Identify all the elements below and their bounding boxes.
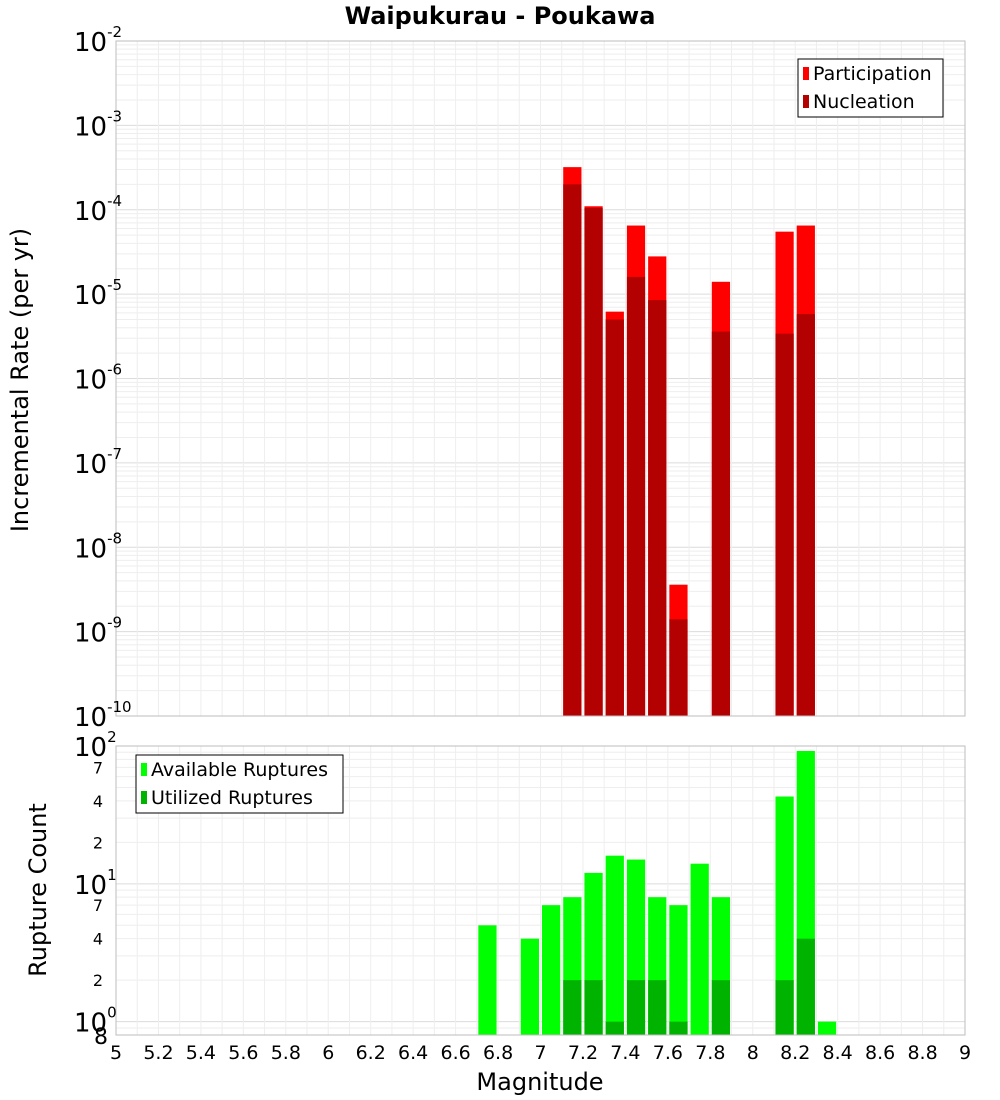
nucleation-bar (563, 184, 582, 717)
bottom-y-axis-label: Rupture Count (24, 803, 52, 977)
y-tick-label: 4 (93, 930, 103, 949)
y-tick-label: 2 (93, 971, 103, 990)
top-grid (115, 41, 966, 717)
available-ruptures-bar (520, 938, 539, 1035)
x-tick-label: 8 (747, 1042, 759, 1064)
legend-swatch-available (141, 763, 147, 776)
nucleation-bar (796, 314, 815, 716)
available-ruptures-bar (605, 855, 624, 1035)
nucleation-bar (775, 333, 794, 716)
utilized-ruptures-bar (796, 938, 815, 1035)
x-tick-labels: 5 5.2 5.4 5.6 5.8 6 6.2 6.4 6.6 6.8 7 7.2 7.4 7.6 7.8 8… (110, 1042, 971, 1064)
y-tick-label: 7 (93, 896, 103, 915)
utilized-ruptures-bar (605, 1021, 624, 1035)
chart-title: Waipukurau - Poukawa (345, 2, 656, 30)
y-tick-label: 10-4 (74, 192, 122, 227)
x-tick-label: 7 (534, 1042, 546, 1064)
x-tick-label: 9 (959, 1042, 971, 1064)
top-panel: 10-10 10-9 10-8 10-7 10-6 10-5 10-4 10-3 10-2 In… (6, 23, 966, 733)
x-tick-label: 5.4 (186, 1042, 216, 1064)
available-ruptures-bar (775, 796, 794, 1035)
x-tick-label: 8.6 (865, 1042, 895, 1064)
x-tick-label: 5 (110, 1042, 122, 1064)
legend-label-participation: Participation (813, 63, 932, 85)
x-tick-label: 5.6 (228, 1042, 258, 1064)
legend-swatch-utilized (141, 791, 147, 804)
x-tick-label: 7.4 (610, 1042, 640, 1064)
utilized-ruptures-bar (563, 980, 582, 1035)
x-tick-label: 6.2 (356, 1042, 386, 1064)
top-legend-box (797, 58, 944, 118)
utilized-ruptures-bar (711, 980, 731, 1035)
y-tick-label: 8 (94, 1025, 108, 1050)
y-tick-label: 10-10 (74, 698, 132, 733)
y-tick-label: 10-3 (74, 107, 122, 142)
x-tick-label: 7.6 (653, 1042, 683, 1064)
y-tick-label: 7 (93, 758, 103, 777)
available-ruptures-bar (478, 925, 497, 1035)
nucleation-bar (626, 276, 646, 716)
y-tick-label: 10-7 (74, 445, 122, 480)
available-ruptures-bar (817, 1021, 837, 1035)
legend-label-available: Available Ruptures (151, 759, 328, 781)
utilized-ruptures-bar (648, 980, 667, 1035)
x-tick-label: 7.8 (695, 1042, 725, 1064)
nucleation-bar (605, 319, 624, 716)
x-tick-label: 7.2 (568, 1042, 598, 1064)
x-tick-label: 8.8 (907, 1042, 937, 1064)
utilized-ruptures-bar (669, 1021, 688, 1035)
x-tick-label: 6 (322, 1042, 334, 1064)
bottom-legend-box (135, 754, 344, 814)
y-tick-label: 10-2 (74, 23, 122, 58)
nucleation-bar (669, 619, 688, 716)
nucleation-bar (584, 207, 603, 716)
y-tick-label: 10-8 (74, 529, 122, 564)
top-bars (563, 167, 815, 717)
available-ruptures-bar (690, 863, 709, 1035)
available-ruptures-bar (542, 905, 561, 1035)
utilized-ruptures-bar (626, 980, 646, 1035)
top-plot-border (115, 40, 966, 717)
x-tick-label: 8.2 (780, 1042, 810, 1064)
x-tick-label: 6.4 (398, 1042, 428, 1064)
bottom-legend: Available Ruptures Utilized Ruptures (135, 754, 344, 814)
bottom-bars (478, 750, 837, 1035)
utilized-ruptures-bar (775, 980, 794, 1035)
y-tick-label: 10-9 (74, 614, 122, 649)
top-y-axis-label: Incremental Rate (per yr) (6, 228, 34, 532)
y-tick-label: 2 (93, 833, 103, 852)
bottom-plot-border (115, 745, 966, 1036)
x-tick-label: 6.6 (440, 1042, 470, 1064)
utilized-ruptures-bar (584, 980, 603, 1035)
legend-label-nucleation: Nucleation (813, 91, 915, 113)
available-ruptures-bar (669, 905, 688, 1035)
legend-swatch-nucleation (803, 95, 809, 108)
x-tick-label: 6.8 (483, 1042, 513, 1064)
x-tick-label: 8.4 (823, 1042, 853, 1064)
y-tick-label: 10-6 (74, 361, 122, 396)
legend-swatch-participation (803, 67, 809, 80)
x-tick-label: 5.2 (143, 1042, 173, 1064)
x-axis-label: Magnitude (476, 1068, 603, 1096)
nucleation-bar (648, 300, 667, 716)
legend-label-utilized: Utilized Ruptures (151, 787, 313, 809)
top-legend: Participation Nucleation (797, 58, 944, 118)
y-tick-label: 4 (93, 792, 103, 811)
x-tick-label: 5.8 (271, 1042, 301, 1064)
nucleation-bar (711, 331, 731, 716)
y-tick-label: 10-5 (74, 276, 122, 311)
